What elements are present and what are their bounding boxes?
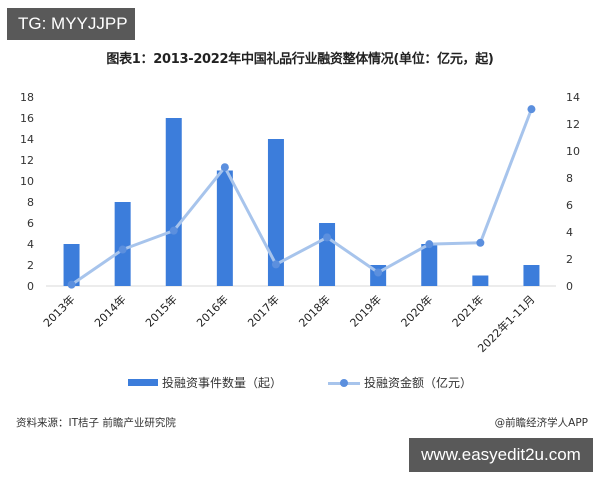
x-axis-tick: 2018年 xyxy=(296,292,333,329)
left-axis-tick: 16 xyxy=(20,112,34,125)
left-axis-tick: 6 xyxy=(27,217,34,230)
line-point-2022年1-11月 xyxy=(527,105,536,114)
legend-item-line: 投融资金额（亿元） xyxy=(328,374,472,391)
chart-plot-area: 0 2 4 6 8 10 12 14 16 18 0 2 4 6 8 10 12 14 2013年 2014年 2015… xyxy=(20,91,580,355)
right-axis-tick: 2 xyxy=(566,253,573,266)
chart-legend: 投融资事件数量（起） 投融资金额（亿元） xyxy=(0,374,600,391)
bar-2022年1-11月 xyxy=(523,265,540,286)
bar-2016年 xyxy=(216,170,233,286)
bar-2015年 xyxy=(165,118,182,286)
x-axis-tick: 2019年 xyxy=(347,292,384,329)
right-axis-tick: 0 xyxy=(566,280,573,293)
x-axis-tick: 2014年 xyxy=(91,292,128,329)
x-axis-tick: 2017年 xyxy=(245,292,282,329)
left-axis-tick: 8 xyxy=(27,196,34,209)
tg-watermark-badge: TG: MYYJJPP xyxy=(7,8,135,40)
publisher-credit: @前瞻经济学人APP xyxy=(494,417,588,429)
right-axis-tick: 6 xyxy=(566,199,573,212)
legend-line-label: 投融资金额（亿元） xyxy=(364,376,473,390)
x-axis-tick: 2020年 xyxy=(398,292,435,329)
x-axis-tick: 2016年 xyxy=(193,292,230,329)
line-point-2018年 xyxy=(323,233,332,242)
x-axis-tick: 2021年 xyxy=(449,292,486,329)
right-axis-tick: 12 xyxy=(566,118,580,131)
bar-2018年 xyxy=(319,223,336,286)
left-axis-tick: 12 xyxy=(20,154,34,167)
bar-2017年 xyxy=(267,139,284,286)
right-axis-tick: 10 xyxy=(566,145,580,158)
left-axis-tick: 14 xyxy=(20,133,34,146)
line-marker-swatch-icon xyxy=(328,377,360,389)
bar-2014年 xyxy=(114,202,131,286)
left-axis-tick: 2 xyxy=(27,259,34,272)
line-point-2016年 xyxy=(220,163,229,172)
chart-title: 图表1：2013-2022年中国礼品行业融资整体情况(单位：亿元，起) xyxy=(106,52,494,67)
bar-2021年 xyxy=(472,275,489,286)
line-point-2017年 xyxy=(271,260,280,269)
legend-item-bar: 投融资事件数量（起） xyxy=(127,374,282,391)
line-point-2020年 xyxy=(425,240,434,249)
bar-2013年 xyxy=(63,244,80,286)
line-point-2019年 xyxy=(374,268,383,277)
left-axis-tick: 18 xyxy=(20,91,34,104)
line-point-2014年 xyxy=(118,245,127,254)
line-point-2015年 xyxy=(169,226,178,235)
right-axis-tick: 4 xyxy=(566,226,573,239)
right-axis-tick: 14 xyxy=(566,91,580,104)
line-point-2013年 xyxy=(67,280,76,289)
left-axis-tick: 10 xyxy=(20,175,34,188)
line-point-2021年 xyxy=(476,238,485,247)
left-axis-tick: 0 xyxy=(27,280,34,293)
legend-bar-label: 投融资事件数量（起） xyxy=(161,376,282,390)
amount-line xyxy=(70,108,533,286)
x-axis-tick: 2015年 xyxy=(142,292,179,329)
bar-swatch-icon xyxy=(127,379,158,386)
bar-2020年 xyxy=(421,244,438,286)
left-axis-tick: 4 xyxy=(27,238,34,251)
x-axis-tick: 2013年 xyxy=(40,292,77,329)
site-watermark-badge: www.easyedit2u.com xyxy=(409,438,593,472)
right-axis-tick: 8 xyxy=(566,172,573,185)
data-source-note: 资料来源：IT桔子 前瞻产业研究院 xyxy=(16,417,176,429)
